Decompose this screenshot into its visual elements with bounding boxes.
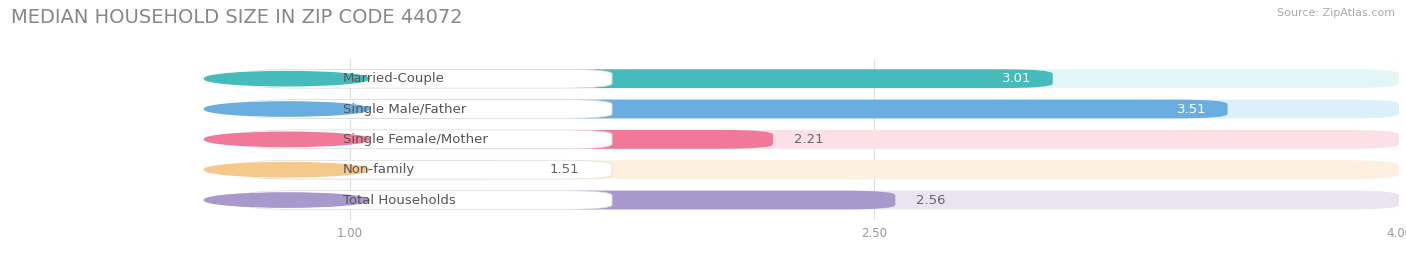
Text: Married-Couple: Married-Couple <box>343 72 444 85</box>
FancyBboxPatch shape <box>252 130 773 149</box>
FancyBboxPatch shape <box>252 130 1399 149</box>
FancyBboxPatch shape <box>252 100 1227 118</box>
Circle shape <box>204 102 370 116</box>
FancyBboxPatch shape <box>252 191 896 210</box>
Text: Single Female/Mother: Single Female/Mother <box>343 133 488 146</box>
Text: MEDIAN HOUSEHOLD SIZE IN ZIP CODE 44072: MEDIAN HOUSEHOLD SIZE IN ZIP CODE 44072 <box>11 8 463 27</box>
Text: Total Households: Total Households <box>343 193 456 207</box>
FancyBboxPatch shape <box>245 130 612 149</box>
FancyBboxPatch shape <box>245 100 612 118</box>
Circle shape <box>204 132 370 147</box>
Text: Non-family: Non-family <box>343 163 415 176</box>
Text: 2.56: 2.56 <box>917 193 946 207</box>
Circle shape <box>204 72 370 86</box>
Circle shape <box>204 193 370 207</box>
Text: 3.51: 3.51 <box>1177 103 1206 116</box>
FancyBboxPatch shape <box>245 160 612 179</box>
FancyBboxPatch shape <box>252 160 1399 179</box>
Circle shape <box>204 163 370 177</box>
Text: 2.21: 2.21 <box>794 133 824 146</box>
FancyBboxPatch shape <box>252 69 1399 88</box>
Text: Single Male/Father: Single Male/Father <box>343 103 465 116</box>
Text: 3.01: 3.01 <box>1002 72 1032 85</box>
FancyBboxPatch shape <box>252 191 1399 210</box>
FancyBboxPatch shape <box>252 69 1053 88</box>
Text: Source: ZipAtlas.com: Source: ZipAtlas.com <box>1277 8 1395 18</box>
FancyBboxPatch shape <box>245 191 612 210</box>
FancyBboxPatch shape <box>245 69 612 88</box>
FancyBboxPatch shape <box>252 100 1399 118</box>
FancyBboxPatch shape <box>252 160 529 179</box>
Text: 1.51: 1.51 <box>550 163 579 176</box>
